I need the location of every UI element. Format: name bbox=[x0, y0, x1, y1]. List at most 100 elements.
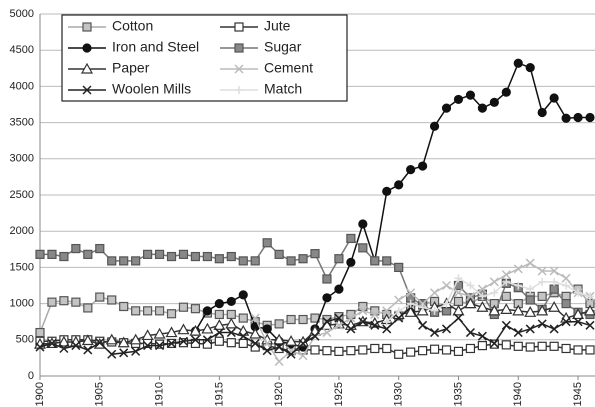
point bbox=[201, 322, 214, 334]
point bbox=[298, 351, 308, 361]
point bbox=[585, 112, 595, 123]
point bbox=[453, 288, 464, 298]
point bbox=[238, 338, 248, 349]
point bbox=[131, 346, 141, 356]
legend-label: Cement bbox=[264, 60, 313, 76]
point bbox=[537, 107, 547, 118]
point bbox=[119, 256, 129, 266]
point bbox=[358, 306, 368, 316]
point bbox=[165, 326, 178, 338]
point bbox=[237, 324, 250, 336]
point bbox=[234, 64, 244, 74]
x-tick-label: 1920 bbox=[273, 382, 285, 406]
point bbox=[285, 335, 298, 346]
point bbox=[549, 284, 559, 294]
point bbox=[202, 335, 212, 345]
x-tick-label: 1900 bbox=[34, 382, 46, 406]
point bbox=[154, 339, 165, 349]
point bbox=[525, 62, 535, 73]
point bbox=[202, 251, 212, 262]
point bbox=[394, 349, 404, 359]
x-tick-label: 1930 bbox=[393, 382, 405, 406]
point bbox=[213, 319, 226, 330]
point bbox=[573, 112, 583, 123]
point bbox=[35, 327, 45, 338]
y-tick-label: 2500 bbox=[10, 189, 34, 201]
point bbox=[334, 254, 344, 264]
point bbox=[143, 306, 153, 316]
point bbox=[549, 324, 559, 334]
point bbox=[382, 317, 391, 326]
point bbox=[488, 304, 501, 316]
point bbox=[370, 309, 380, 319]
point bbox=[358, 301, 368, 312]
point bbox=[525, 324, 535, 334]
point bbox=[226, 296, 236, 307]
point bbox=[202, 339, 212, 349]
x-tick-label: 1925 bbox=[333, 382, 345, 406]
point bbox=[250, 256, 260, 266]
point bbox=[502, 277, 511, 286]
point bbox=[59, 296, 69, 306]
point bbox=[214, 299, 224, 309]
point bbox=[225, 317, 238, 329]
point bbox=[238, 313, 248, 323]
point bbox=[478, 292, 487, 301]
point bbox=[141, 329, 154, 341]
point bbox=[71, 297, 81, 307]
point bbox=[501, 340, 511, 350]
point bbox=[71, 243, 81, 254]
point bbox=[441, 345, 452, 355]
point bbox=[154, 306, 165, 316]
point bbox=[214, 254, 224, 264]
series-line bbox=[194, 62, 590, 348]
point bbox=[549, 93, 559, 103]
point bbox=[406, 165, 416, 175]
point bbox=[418, 346, 428, 356]
point bbox=[489, 277, 499, 287]
point bbox=[166, 251, 177, 262]
point bbox=[513, 264, 523, 274]
point bbox=[430, 288, 440, 298]
x-tick-label: 1915 bbox=[213, 382, 225, 406]
point bbox=[418, 303, 427, 312]
point bbox=[477, 340, 487, 351]
point bbox=[537, 291, 547, 301]
point bbox=[501, 87, 511, 97]
point bbox=[406, 299, 415, 308]
x-tick-label: 1910 bbox=[153, 382, 165, 406]
point bbox=[585, 345, 595, 355]
point bbox=[464, 297, 477, 309]
point bbox=[465, 328, 475, 338]
point bbox=[548, 300, 561, 312]
point bbox=[273, 333, 286, 345]
legend: Cotton Jute Iron and Steel Sugar Paper Cement… bbox=[61, 14, 348, 102]
point bbox=[501, 320, 511, 330]
point bbox=[418, 320, 428, 330]
point bbox=[178, 249, 189, 259]
point bbox=[131, 256, 141, 266]
point bbox=[429, 121, 440, 131]
point bbox=[131, 306, 141, 316]
point bbox=[550, 277, 559, 286]
point bbox=[178, 302, 189, 312]
point bbox=[452, 304, 465, 316]
point bbox=[382, 343, 392, 354]
point bbox=[394, 306, 403, 315]
x-tick-label: 1905 bbox=[94, 382, 106, 406]
x-tick-label: 1940 bbox=[512, 382, 524, 406]
point bbox=[81, 334, 94, 346]
point bbox=[572, 308, 585, 320]
point bbox=[238, 331, 248, 341]
point bbox=[370, 256, 380, 266]
point bbox=[177, 323, 190, 335]
point bbox=[274, 249, 284, 259]
point bbox=[322, 328, 332, 338]
point bbox=[382, 186, 392, 196]
point bbox=[538, 277, 547, 286]
point bbox=[513, 58, 523, 68]
point bbox=[537, 266, 547, 276]
point bbox=[524, 306, 537, 317]
point bbox=[573, 345, 583, 355]
legend-label: Jute bbox=[264, 18, 291, 34]
